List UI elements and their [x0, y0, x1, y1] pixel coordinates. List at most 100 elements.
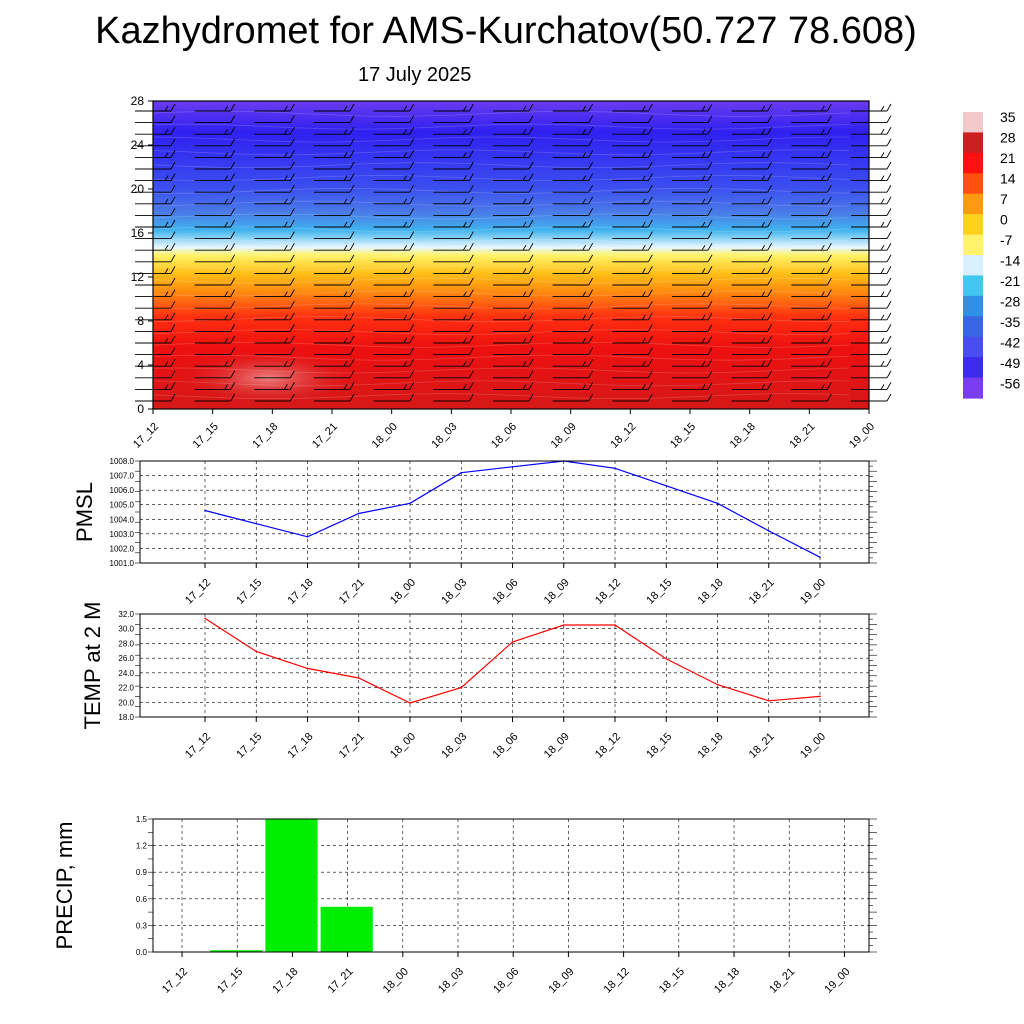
data-point [255, 650, 258, 653]
wind-barb [552, 300, 594, 309]
temp-2m-panel: 18.0 20.0 22.0 24.0 26.0 28.0 30.0 32.0 17_12 17_… [80, 602, 877, 761]
wind-barb [672, 370, 713, 379]
wind-barb [612, 173, 653, 182]
wind-barb [552, 208, 594, 216]
contour-line [152, 252, 850, 258]
x-tick-label: 19_00 [822, 966, 852, 996]
contour-line [152, 303, 850, 310]
wind-barb [612, 242, 653, 251]
wind-barb [373, 277, 415, 286]
wind-barb [672, 266, 713, 274]
precip-bar [210, 950, 263, 952]
wind-barb [612, 161, 653, 170]
wind-barb [254, 277, 295, 286]
wind-barb [433, 300, 474, 309]
x-tick-label: 18_18 [696, 731, 726, 761]
x-tick-label: 17_21 [326, 966, 356, 996]
data-point [357, 677, 360, 679]
wind-barb [493, 254, 534, 263]
wind-barb [612, 138, 653, 147]
wind-barb [194, 138, 236, 147]
x-tick-label: 18_12 [602, 966, 632, 996]
wind-barb [254, 150, 295, 158]
y-tick-label: 28.0 [118, 639, 134, 648]
wind-barb [373, 300, 415, 309]
wind-barb [194, 335, 236, 344]
wind-barb [254, 300, 295, 309]
heat-x-tick-label: 17_18 [250, 421, 280, 451]
wind-barb [314, 289, 355, 298]
wind-barb [672, 382, 713, 390]
wind-barb [194, 254, 236, 263]
wind-barb [254, 219, 295, 228]
wind-barb [493, 312, 534, 321]
wind-barb [731, 231, 773, 240]
wind-barb [373, 289, 415, 298]
contour-line [152, 187, 850, 194]
wind-barb [672, 150, 713, 158]
y-tick-label: 1001.0 [110, 559, 135, 568]
data-point [716, 683, 719, 686]
y-tick-label: 24.0 [118, 669, 134, 678]
wind-barb [552, 231, 594, 240]
wind-barb [731, 103, 773, 112]
wind-barb [731, 335, 773, 344]
x-tick-label: 18_09 [542, 731, 572, 761]
wind-barb [314, 358, 355, 367]
wind-barb [433, 335, 474, 344]
wind-barb [373, 161, 415, 170]
wind-barb [254, 254, 295, 263]
heat-x-tick-label: 17_12 [131, 421, 161, 451]
wind-barb [791, 382, 832, 390]
contour-line [152, 200, 850, 207]
wind-barb [672, 231, 713, 240]
x-tick-label: 18_03 [439, 731, 469, 761]
wind-barb [254, 184, 295, 193]
x-tick-label: 18_06 [491, 577, 521, 607]
wind-barb [254, 324, 295, 332]
wind-barb [731, 242, 773, 251]
wind-barb [194, 312, 236, 321]
wind-barb [731, 300, 773, 309]
wind-barb [731, 324, 773, 332]
wind-barb [731, 115, 773, 124]
wind-barb [493, 358, 534, 367]
wind-barb [254, 358, 295, 367]
y-axis-title: PMSL [72, 482, 97, 542]
y-tick-label: 1006.0 [110, 486, 135, 495]
wind-barb [194, 150, 236, 158]
wind-barb [493, 173, 534, 182]
wind-barb [672, 138, 713, 147]
wind-barb [493, 231, 534, 240]
wind-barb [194, 300, 236, 309]
wind-barb [314, 324, 355, 332]
x-tick-label: 17_21 [337, 577, 367, 607]
wind-barb [672, 115, 713, 124]
data-point [204, 617, 206, 620]
wind-barb [552, 393, 594, 402]
data-point [511, 466, 514, 468]
colorbar-segment [963, 255, 983, 277]
heat-x-tick-label: 17_21 [310, 421, 340, 451]
wind-barb [791, 335, 832, 344]
wind-barb [612, 150, 653, 158]
y-tick-label: 1008.0 [110, 457, 135, 466]
wind-barb [493, 382, 534, 390]
colorbar-segment [963, 336, 983, 358]
wind-barb [373, 103, 415, 112]
wind-barb [731, 196, 773, 205]
wind-barb [672, 358, 713, 367]
wind-barb [433, 208, 474, 216]
wind-barb [433, 126, 474, 135]
data-point [357, 512, 360, 515]
colorbar-label: -21 [1000, 273, 1020, 289]
x-tick-label: 17_18 [270, 966, 300, 996]
colorbar-label: 0 [1000, 212, 1008, 228]
wind-barb [373, 324, 415, 332]
wind-barb [493, 393, 534, 402]
y-tick-label: 26.0 [118, 654, 134, 663]
wind-barb [254, 335, 295, 344]
wind-barb [731, 126, 773, 135]
x-tick-label: 18_09 [546, 966, 576, 996]
